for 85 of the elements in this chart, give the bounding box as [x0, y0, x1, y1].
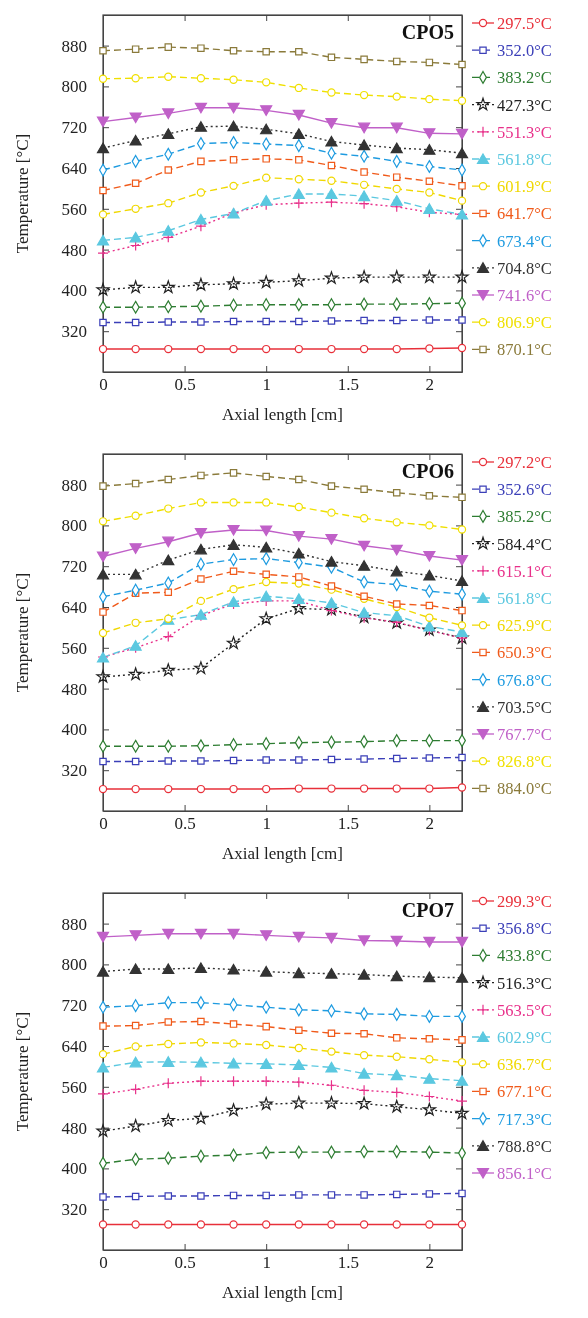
- legend-label: 385.2°C: [497, 507, 552, 527]
- legend-label: 676.8°C: [497, 670, 552, 690]
- y-tick-label: 560: [61, 199, 87, 219]
- legend-label: 826.8°C: [497, 752, 552, 772]
- legend-label: 297.5°C: [497, 14, 552, 33]
- y-tick-label: 480: [61, 679, 87, 699]
- legend-label: 704.8°C: [497, 258, 552, 278]
- legend-label: 561.8°C: [497, 589, 552, 608]
- legend-label: 299.3°C: [497, 892, 552, 911]
- legend-label: 516.3°C: [497, 973, 552, 993]
- chart-title: CPO5: [401, 21, 454, 43]
- legend-label: 601.9°C: [497, 177, 552, 197]
- legend-label: 884.0°C: [497, 779, 552, 799]
- x-tick-label: 1: [262, 375, 271, 395]
- legend-label: 673.4°C: [497, 231, 552, 251]
- x-tick-label: 0.5: [174, 814, 196, 834]
- legend-label: 383.2°C: [497, 68, 552, 88]
- legend-label: 561.8°C: [497, 150, 552, 169]
- y-tick-label: 880: [61, 475, 87, 495]
- legend-label: 551.3°C: [497, 122, 552, 142]
- legend-label: 356.8°C: [497, 919, 552, 939]
- legend-label: 352.0°C: [497, 41, 552, 61]
- legend-label: 703.5°C: [497, 697, 552, 717]
- y-tick-label: 480: [61, 240, 87, 260]
- y-tick-label: 880: [61, 914, 87, 934]
- legend-label: 636.7°C: [497, 1055, 552, 1075]
- x-tick-label: 2: [425, 1253, 435, 1273]
- y-axis-title: Temperature [°C]: [13, 133, 32, 254]
- legend-label: 767.7°C: [497, 725, 552, 744]
- legend-label: 641.7°C: [497, 204, 552, 224]
- legend-label: 741.6°C: [497, 286, 552, 305]
- y-tick-label: 640: [61, 597, 87, 617]
- legend-label: 625.9°C: [497, 616, 552, 636]
- legend-label: 806.9°C: [497, 313, 552, 333]
- y-tick-label: 560: [61, 1077, 87, 1097]
- x-tick-label: 1.5: [337, 814, 359, 834]
- y-tick-label: 400: [61, 1159, 87, 1179]
- x-axis-title: Axial length [cm]: [222, 405, 343, 424]
- x-tick-label: 0: [99, 814, 108, 834]
- legend-label: 677.1°C: [497, 1082, 552, 1102]
- legend-label: 856.1°C: [497, 1164, 552, 1183]
- y-tick-label: 320: [61, 322, 87, 342]
- y-tick-label: 320: [61, 761, 87, 781]
- x-axis-title: Axial length [cm]: [222, 844, 343, 863]
- legend-label: 788.8°C: [497, 1136, 552, 1156]
- x-tick-label: 0.5: [174, 375, 196, 395]
- x-tick-label: 1: [262, 814, 271, 834]
- y-tick-label: 720: [61, 557, 87, 577]
- y-tick-label: 800: [61, 77, 87, 97]
- x-tick-label: 1: [262, 1253, 271, 1273]
- x-tick-label: 0.5: [174, 1253, 196, 1273]
- y-tick-label: 720: [61, 118, 87, 138]
- legend-label: 615.1°C: [497, 561, 552, 581]
- y-tick-label: 880: [61, 36, 87, 56]
- legend-label: 297.2°C: [497, 453, 552, 472]
- y-axis-title: Temperature [°C]: [13, 1011, 32, 1132]
- y-tick-label: 720: [61, 996, 87, 1016]
- legend-label: 352.6°C: [497, 480, 552, 500]
- legend-label: 602.9°C: [497, 1028, 552, 1047]
- x-tick-label: 1.5: [337, 375, 359, 395]
- legend-label: 870.1°C: [497, 340, 552, 360]
- y-tick-label: 320: [61, 1200, 87, 1220]
- legend-label: 650.3°C: [497, 643, 552, 663]
- y-tick-label: 640: [61, 1036, 87, 1056]
- legend-label: 563.5°C: [497, 1000, 552, 1020]
- y-tick-label: 480: [61, 1118, 87, 1138]
- y-tick-label: 800: [61, 955, 87, 975]
- x-tick-label: 1.5: [337, 1253, 359, 1273]
- legend-label: 717.3°C: [497, 1109, 552, 1129]
- chart-title: CPO6: [401, 460, 454, 482]
- y-tick-label: 640: [61, 158, 87, 178]
- y-tick-label: 560: [61, 638, 87, 658]
- legend-label: 433.8°C: [497, 946, 552, 966]
- y-axis-title: Temperature [°C]: [13, 572, 32, 693]
- x-tick-label: 2: [425, 814, 435, 834]
- y-tick-label: 400: [61, 281, 87, 301]
- legend-label: 584.4°C: [497, 534, 552, 554]
- y-tick-label: 800: [61, 516, 87, 536]
- x-tick-label: 0: [99, 375, 108, 395]
- x-tick-label: 2: [425, 375, 435, 395]
- legend-label: 427.3°C: [497, 95, 552, 115]
- x-tick-label: 0: [99, 1253, 108, 1273]
- chart-title: CPO7: [401, 899, 454, 921]
- y-tick-label: 400: [61, 720, 87, 740]
- x-axis-title: Axial length [cm]: [222, 1283, 343, 1302]
